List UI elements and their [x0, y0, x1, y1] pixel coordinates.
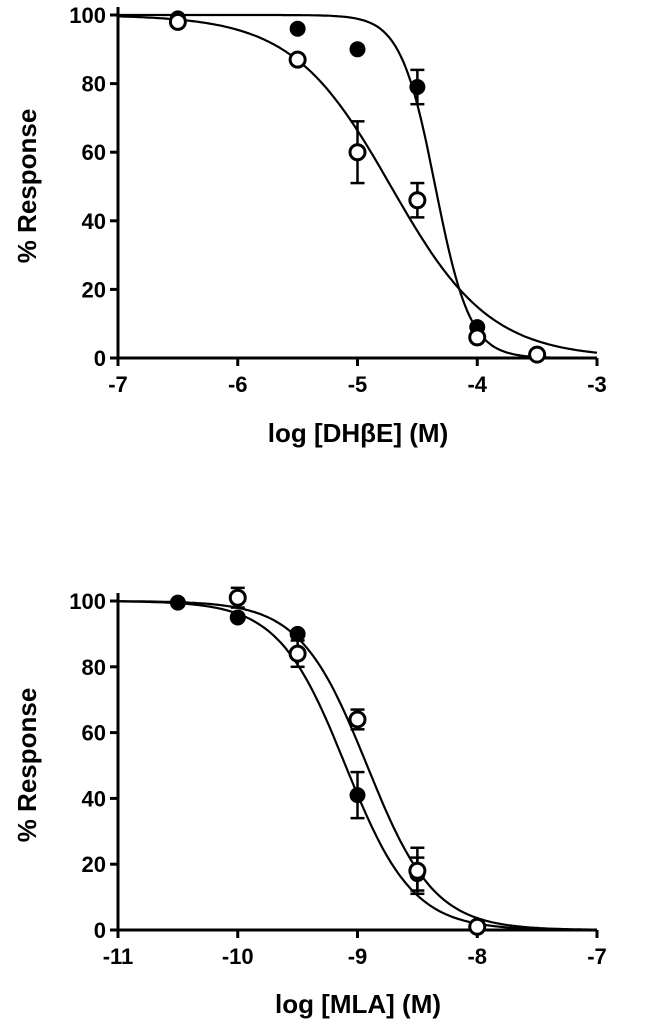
x-axis-label: log [MLA] (M): [275, 989, 441, 1019]
x-tick-label: -10: [222, 944, 254, 969]
x-tick-label: -8: [467, 944, 487, 969]
open-data-point: [468, 328, 487, 347]
y-tick-label: 100: [69, 3, 106, 28]
open-fit-curve: [118, 15, 598, 354]
x-tick-label: -3: [587, 372, 607, 397]
open-data-point: [348, 143, 367, 162]
y-tick-label: 20: [82, 852, 106, 877]
x-tick-label: -4: [467, 372, 487, 397]
x-tick-label: -7: [108, 372, 128, 397]
filled-data-point: [409, 79, 426, 96]
y-axis-label: % Response: [12, 109, 42, 264]
filled-data-point: [349, 41, 366, 58]
x-tick-label: -5: [348, 372, 368, 397]
dhbe-inhibition-chart: % Response log [DHβE] (M) 0 20 40 60 80 100 -7…: [12, 3, 607, 448]
filled-fit-curve: [118, 600, 597, 931]
y-tick-label: 40: [82, 786, 106, 811]
x-tick-label: -9: [348, 944, 368, 969]
filled-data-point: [289, 20, 306, 37]
open-data-point: [288, 50, 307, 69]
filled-data-point: [349, 787, 366, 804]
open-data-point: [228, 588, 247, 607]
open-data-point: [408, 191, 427, 210]
open-fit-curve: [118, 600, 598, 931]
filled-data-point: [229, 609, 246, 626]
x-tick-label: -7: [587, 944, 607, 969]
filled-data-point: [169, 594, 186, 611]
y-tick-label: 80: [82, 72, 106, 97]
x-tick-label: -11: [103, 944, 134, 969]
x-tick-label: -6: [228, 372, 248, 397]
y-tick-label: 100: [69, 589, 106, 614]
filled-data-point: [289, 625, 306, 642]
open-data-point: [408, 861, 427, 880]
open-data-point: [168, 12, 187, 31]
open-data-point: [348, 710, 367, 729]
mla-inhibition-chart: % Response log [MLA] (M) 0 20 40 60 80 100 -11…: [12, 586, 607, 1019]
y-tick-label: 0: [94, 918, 106, 943]
y-tick-label: 60: [82, 140, 106, 165]
y-tick-label: 60: [82, 721, 106, 746]
open-data-point: [528, 345, 547, 364]
y-tick-label: 40: [82, 209, 106, 234]
y-tick-label: 0: [94, 346, 106, 371]
open-data-point: [468, 917, 487, 936]
open-data-point: [288, 644, 307, 663]
y-axis-label: % Response: [12, 688, 42, 843]
y-tick-label: 80: [82, 655, 106, 680]
x-axis-label: log [DHβE] (M): [268, 418, 449, 448]
y-tick-label: 20: [82, 277, 106, 302]
filled-fit-curve: [118, 13, 597, 360]
